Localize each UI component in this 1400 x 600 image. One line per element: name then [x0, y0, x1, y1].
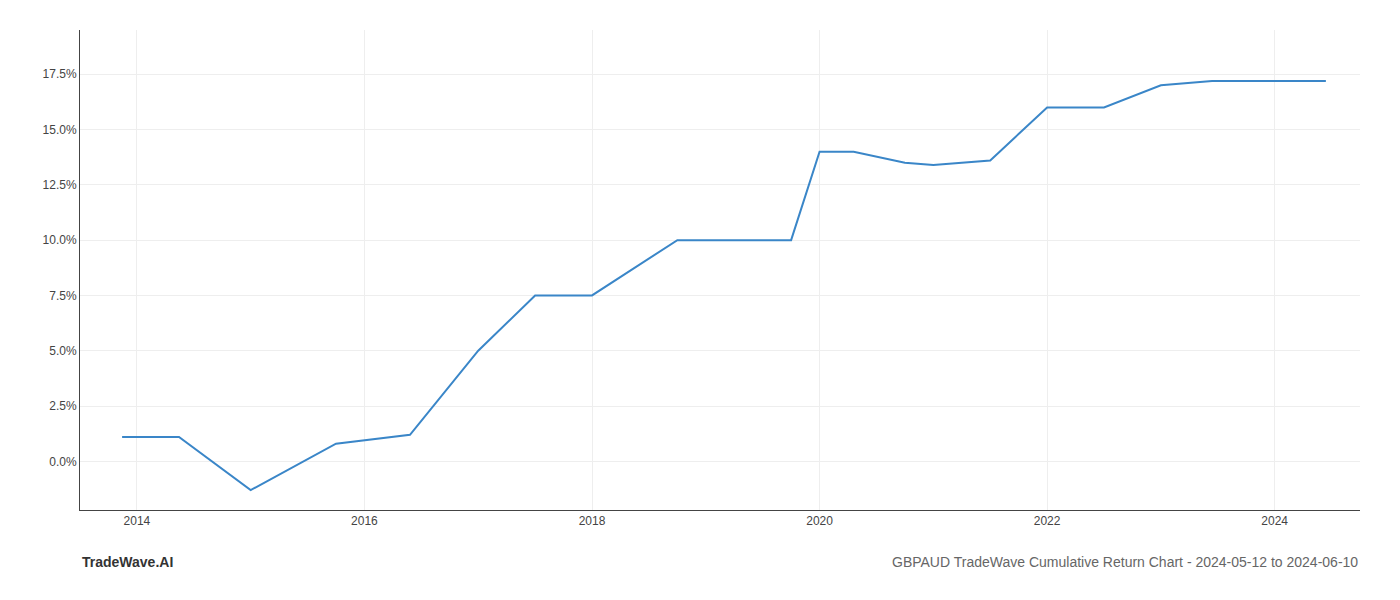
- svg-text:10.0%: 10.0%: [43, 233, 77, 247]
- svg-text:2.5%: 2.5%: [49, 399, 77, 413]
- svg-text:7.5%: 7.5%: [49, 289, 77, 303]
- svg-text:5.0%: 5.0%: [49, 344, 77, 358]
- svg-text:2022: 2022: [1034, 514, 1061, 528]
- svg-text:2024: 2024: [1261, 514, 1288, 528]
- svg-text:2016: 2016: [351, 514, 378, 528]
- svg-text:0.0%: 0.0%: [49, 455, 77, 469]
- svg-text:2018: 2018: [579, 514, 606, 528]
- svg-text:17.5%: 17.5%: [43, 67, 77, 81]
- svg-text:12.5%: 12.5%: [43, 178, 77, 192]
- svg-text:15.0%: 15.0%: [43, 123, 77, 137]
- svg-text:TradeWave.AI: TradeWave.AI: [82, 554, 173, 570]
- svg-text:2020: 2020: [806, 514, 833, 528]
- svg-text:2014: 2014: [124, 514, 151, 528]
- svg-text:GBPAUD TradeWave Cumulative Re: GBPAUD TradeWave Cumulative Return Chart…: [892, 554, 1358, 570]
